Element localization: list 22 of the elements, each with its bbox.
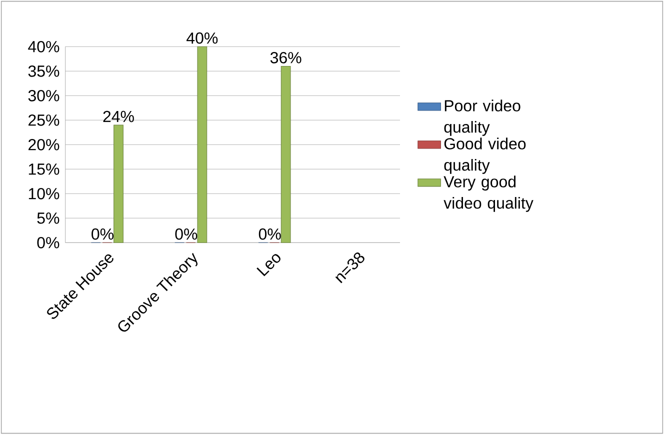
y-tick-label: 40%	[28, 41, 60, 52]
bar	[197, 46, 208, 244]
y-tick-label: 25%	[28, 114, 60, 126]
y-tick-label: 5%	[37, 212, 60, 224]
data-label: 0%	[258, 228, 281, 240]
bar	[114, 124, 124, 244]
data-label: 40%	[186, 32, 218, 44]
y-tick-label: 35%	[28, 66, 60, 77]
data-label: 0%	[92, 228, 114, 240]
legend-label: Poor video quality	[444, 100, 520, 136]
legend-label: Good video quality	[444, 138, 526, 174]
y-tick-label: 0%	[37, 237, 60, 248]
legend-label: Very good video quality	[444, 176, 534, 212]
y-tick-label: 15%	[28, 164, 60, 175]
data-label: 24%	[103, 111, 134, 122]
x-tick-label: Leo	[256, 254, 280, 276]
y-tick-label: 10%	[28, 188, 60, 200]
y-tick-label: 30%	[28, 90, 60, 102]
data-label: 0%	[175, 228, 198, 240]
data-label: 36%	[270, 52, 302, 64]
bar	[280, 66, 291, 244]
y-tick-label: 20%	[28, 139, 60, 150]
